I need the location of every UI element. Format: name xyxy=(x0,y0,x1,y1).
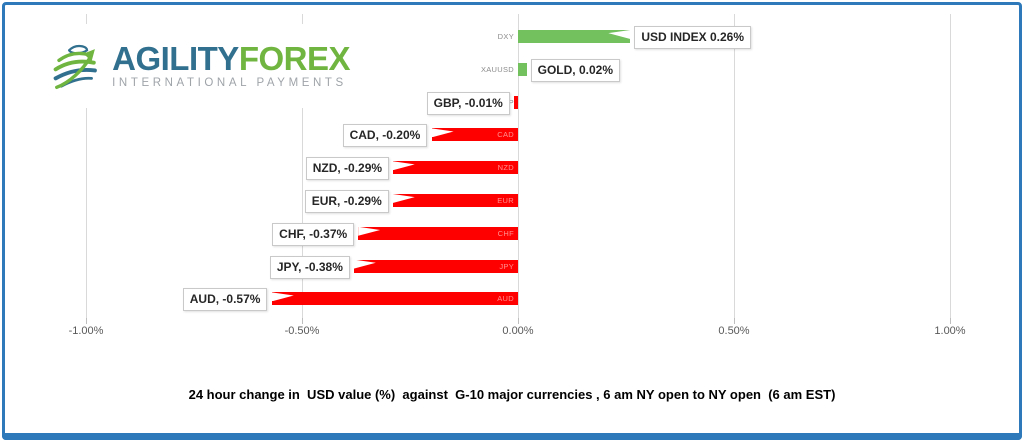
category-label: JPY xyxy=(499,261,514,271)
bar xyxy=(518,62,527,76)
bar-data-label: AUD, -0.57% xyxy=(182,288,268,312)
x-axis-tick-label: -0.50% xyxy=(284,325,320,337)
category-label: CHF xyxy=(497,228,514,238)
gridline xyxy=(518,14,519,318)
category-label: DXY xyxy=(497,32,514,41)
bar xyxy=(392,194,518,207)
category-label: EUR xyxy=(497,196,514,205)
bar xyxy=(513,95,518,109)
x-axis-tick-label: 0.00% xyxy=(502,325,534,337)
bar-data-label: NZD, -0.29% xyxy=(305,157,390,181)
bar-data-label: USD INDEX 0.26% xyxy=(634,26,752,49)
category-label: AUD xyxy=(497,294,514,304)
callout-leader-wedge xyxy=(392,194,415,203)
bar-data-label: EUR, -0.29% xyxy=(304,190,389,213)
logo-tagline: INTERNATIONAL PAYMENTS xyxy=(112,77,347,90)
callout-leader-wedge xyxy=(431,128,454,138)
gridline xyxy=(950,14,951,318)
callout-leader-wedge xyxy=(271,292,294,302)
bar xyxy=(358,226,518,240)
chart-caption: 24 hour change in USD value (%) against … xyxy=(188,387,836,402)
logo-brand-secondary: FOREX xyxy=(238,40,351,78)
x-axis-tick xyxy=(734,318,735,324)
bar-data-label: JPY, -0.38% xyxy=(269,255,350,279)
bar-data-label: GBP, -0.01% xyxy=(426,91,510,115)
x-axis-tick-label: 1.00% xyxy=(934,325,966,337)
logo-brand-text: AGILITYFOREX xyxy=(112,42,350,75)
bar-data-label: CAD, -0.20% xyxy=(342,124,428,148)
bar-data-label: GOLD, 0.02% xyxy=(530,58,620,82)
callout-leader-wedge xyxy=(353,259,376,269)
callout-leader-wedge xyxy=(392,161,415,171)
gridline xyxy=(86,14,87,318)
x-axis-tick xyxy=(302,318,303,324)
x-axis-tick xyxy=(950,318,951,324)
bar xyxy=(392,161,518,175)
agilityforex-globe-icon xyxy=(53,44,97,90)
callout-leader-wedge xyxy=(358,226,381,236)
category-label: NZD xyxy=(497,163,514,173)
category-label: XAUUSD xyxy=(480,64,514,74)
gridline xyxy=(734,14,735,318)
x-axis-tick xyxy=(86,318,87,324)
bar xyxy=(518,30,631,43)
x-axis-tick-label: -1.00% xyxy=(68,325,104,337)
logo-brand-primary: AGILITY xyxy=(112,40,239,78)
category-label: CAD xyxy=(497,130,514,140)
agilityforex-logo: AGILITYFOREX INTERNATIONAL PAYMENTS xyxy=(50,24,351,108)
bottom-accent-bar xyxy=(2,433,1022,440)
x-axis-tick-label: 0.50% xyxy=(718,325,750,337)
bar-data-label: CHF, -0.37% xyxy=(272,222,355,246)
x-axis-tick xyxy=(518,318,519,324)
bar xyxy=(271,292,518,306)
logo-text: AGILITYFOREX INTERNATIONAL PAYMENTS xyxy=(112,42,350,90)
bar xyxy=(353,259,518,273)
gridline xyxy=(302,14,303,318)
callout-leader-wedge xyxy=(608,30,631,39)
